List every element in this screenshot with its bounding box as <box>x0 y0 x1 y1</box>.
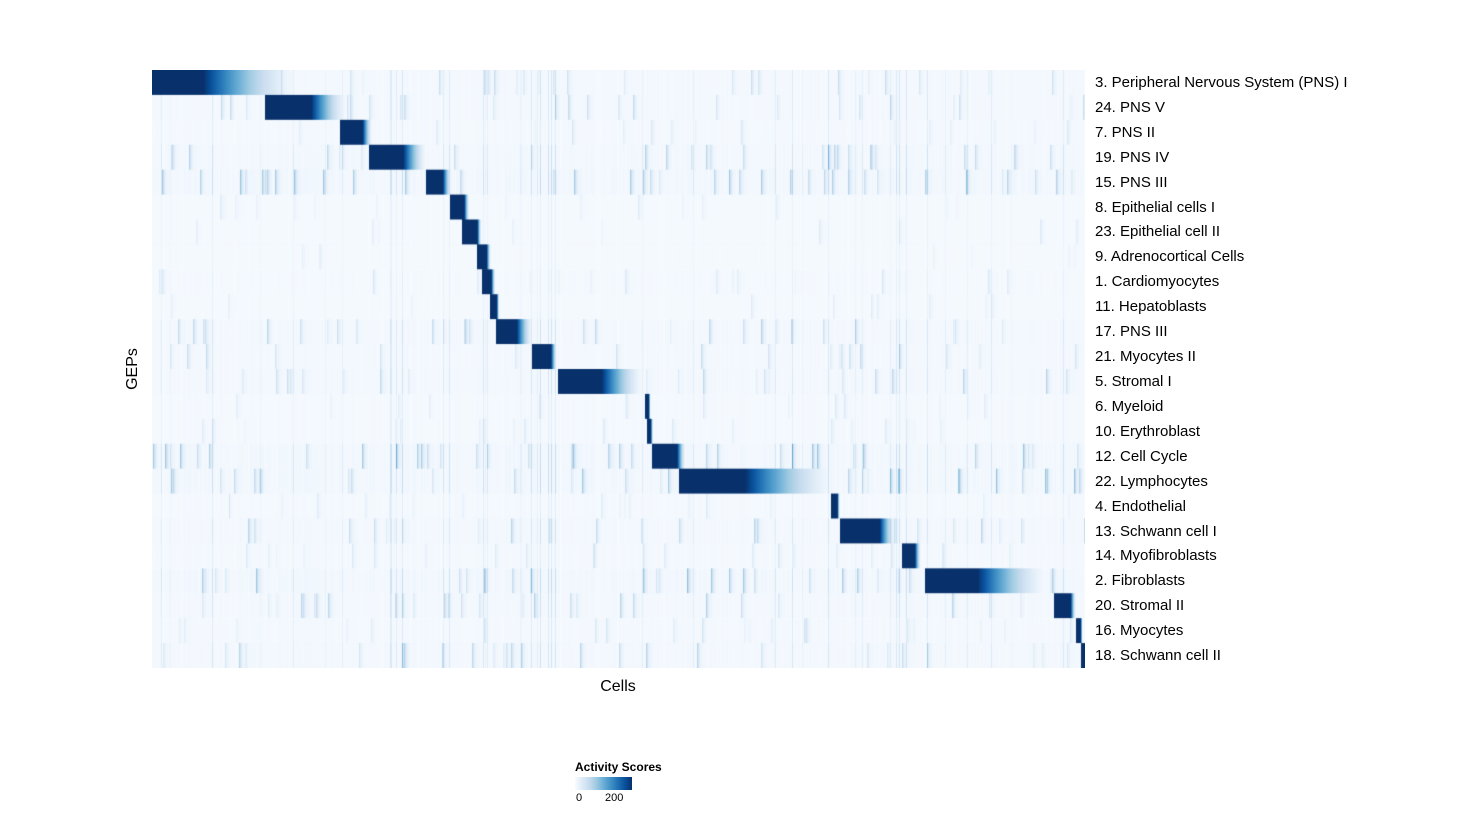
row-label: 13. Schwann cell I <box>1095 522 1217 540</box>
row-label: 20. Stromal II <box>1095 597 1185 615</box>
row-label: 5. Stromal I <box>1095 373 1172 391</box>
row-label: 22. Lymphocytes <box>1095 472 1208 490</box>
row-label: 19. PNS IV <box>1095 148 1170 166</box>
row-label: 12. Cell Cycle <box>1095 447 1188 465</box>
legend-title: Activity Scores <box>575 760 662 774</box>
legend-gradient <box>575 777 632 790</box>
row-label: 6. Myeloid <box>1095 397 1164 415</box>
row-label: 4. Endothelial <box>1095 497 1186 515</box>
y-axis-label: GEPs <box>123 348 141 390</box>
row-label: 7. PNS II <box>1095 123 1156 141</box>
row-label: 14. Myofibroblasts <box>1095 547 1217 565</box>
row-label: 8. Epithelial cells I <box>1095 198 1216 216</box>
row-label: 3. Peripheral Nervous System (PNS) I <box>1095 73 1348 91</box>
row-label: 10. Erythroblast <box>1095 422 1201 440</box>
legend-max-label: 200 <box>605 792 624 804</box>
x-axis-label: Cells <box>600 678 636 695</box>
row-label: 11. Hepatoblasts <box>1095 298 1207 316</box>
row-labels: 3. Peripheral Nervous System (PNS) I 24. … <box>1095 70 1455 668</box>
row-label: 15. PNS III <box>1095 173 1168 191</box>
row-label: 24. PNS V <box>1095 98 1166 116</box>
legend-labels: 0 200 <box>575 792 685 806</box>
row-label: 21. Myocytes II <box>1095 348 1196 366</box>
row-label: 2. Fibroblasts <box>1095 572 1186 590</box>
row-label: 1. Cardiomyocytes <box>1095 273 1220 291</box>
heatmap-canvas <box>152 70 1085 668</box>
row-label: 23. Epithelial cell II <box>1095 223 1221 241</box>
legend-min-label: 0 <box>576 792 583 804</box>
row-label: 9. Adrenocortical Cells <box>1095 248 1245 266</box>
activity-scores-legend: Activity Scores 0 200 <box>575 760 685 806</box>
row-label: 16. Myocytes <box>1095 622 1184 640</box>
row-label: 17. PNS III <box>1095 323 1168 341</box>
row-label: 18. Schwann cell II <box>1095 647 1221 665</box>
